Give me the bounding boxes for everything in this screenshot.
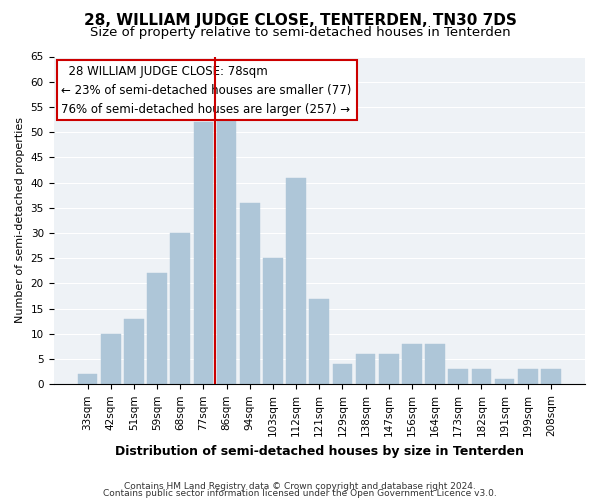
Bar [356, 354, 376, 384]
Bar [332, 364, 352, 384]
Bar [310, 298, 329, 384]
Bar [101, 334, 121, 384]
Bar [147, 274, 167, 384]
Bar [402, 344, 422, 385]
Bar [541, 369, 561, 384]
Y-axis label: Number of semi-detached properties: Number of semi-detached properties [15, 118, 25, 324]
Bar [194, 122, 213, 384]
Bar [170, 233, 190, 384]
Bar [379, 354, 398, 384]
Text: 28 WILLIAM JUDGE CLOSE: 78sqm
← 23% of semi-detached houses are smaller (77)
76%: 28 WILLIAM JUDGE CLOSE: 78sqm ← 23% of s… [61, 64, 352, 116]
Bar [472, 369, 491, 384]
Bar [448, 369, 468, 384]
X-axis label: Distribution of semi-detached houses by size in Tenterden: Distribution of semi-detached houses by … [115, 444, 524, 458]
Bar [240, 203, 260, 384]
Bar [518, 369, 538, 384]
Bar [124, 319, 144, 384]
Text: 28, WILLIAM JUDGE CLOSE, TENTERDEN, TN30 7DS: 28, WILLIAM JUDGE CLOSE, TENTERDEN, TN30… [83, 12, 517, 28]
Bar [217, 117, 236, 384]
Bar [495, 380, 514, 384]
Text: Contains HM Land Registry data © Crown copyright and database right 2024.: Contains HM Land Registry data © Crown c… [124, 482, 476, 491]
Bar [77, 374, 97, 384]
Bar [425, 344, 445, 385]
Bar [286, 178, 306, 384]
Text: Contains public sector information licensed under the Open Government Licence v3: Contains public sector information licen… [103, 489, 497, 498]
Text: Size of property relative to semi-detached houses in Tenterden: Size of property relative to semi-detach… [89, 26, 511, 39]
Bar [263, 258, 283, 384]
